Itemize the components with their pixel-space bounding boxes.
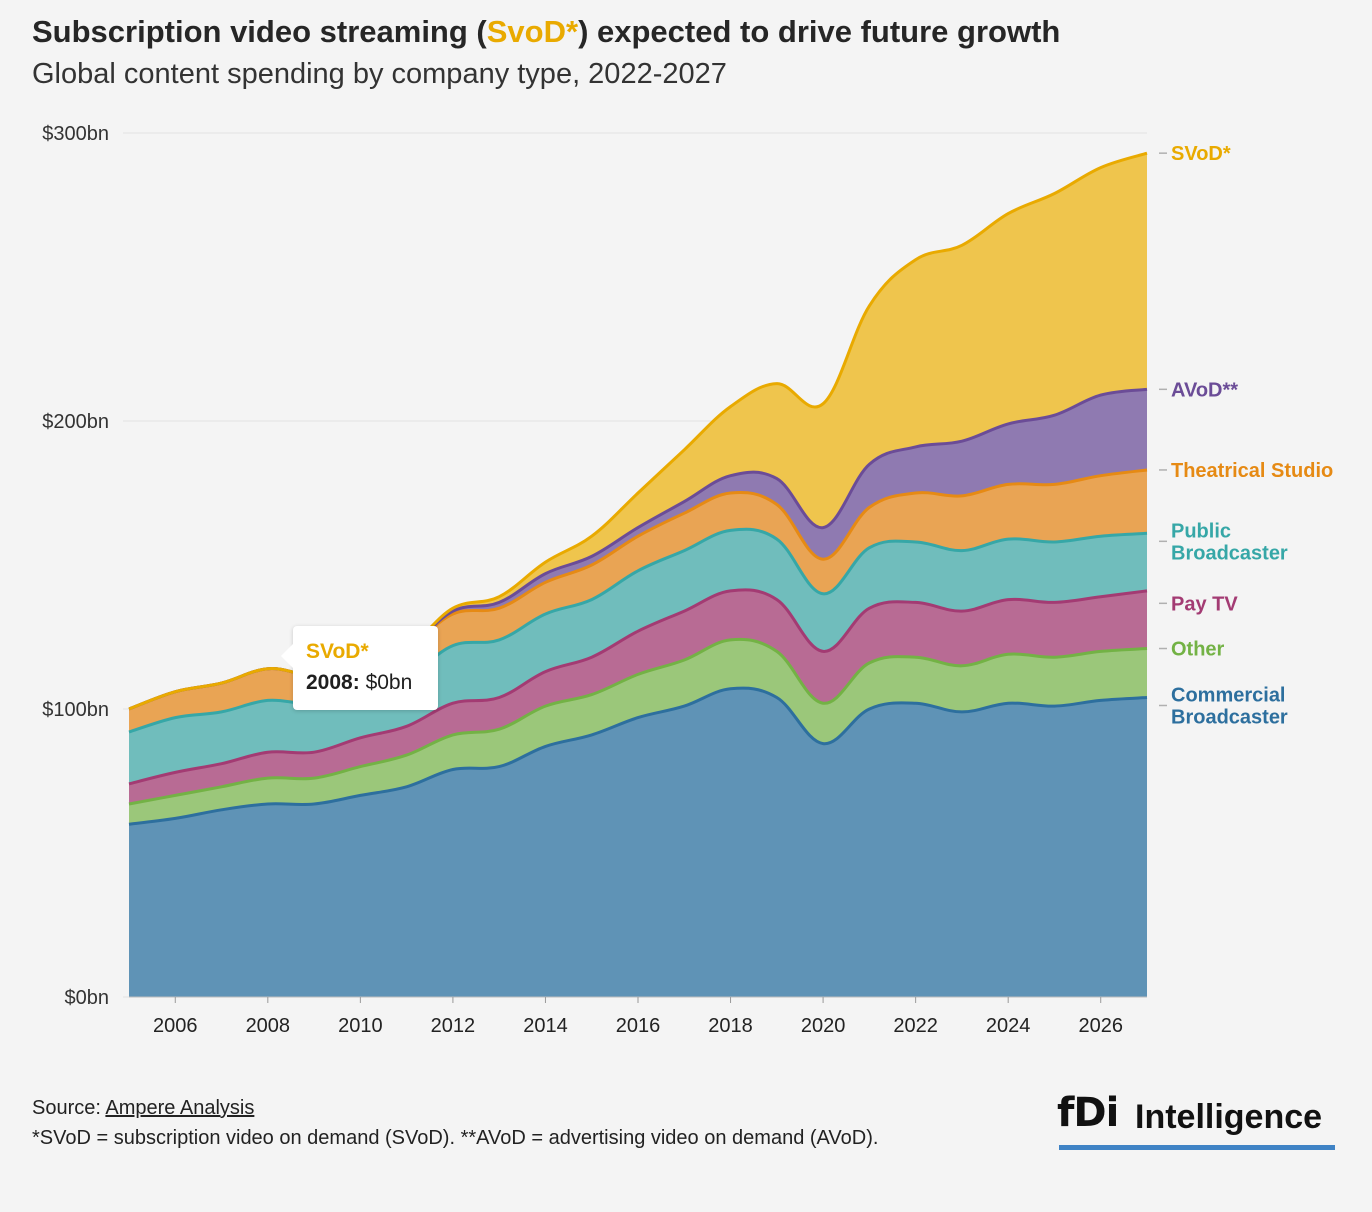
series-labels: SVoD*AVoD**Theatrical StudioPublicBroadc… — [1159, 143, 1333, 728]
x-tick-label: 2008 — [246, 1015, 291, 1037]
y-tick-label: $300bn — [42, 123, 109, 145]
area-commercial-broadcaster[interactable] — [129, 688, 1147, 997]
series-label-avod: AVoD** — [1171, 379, 1238, 401]
x-tick-label: 2006 — [153, 1015, 198, 1037]
title-highlight: SvoD* — [486, 14, 579, 49]
area-pay-tv[interactable] — [129, 589, 1147, 804]
x-tick-label: 2014 — [523, 1015, 568, 1037]
series-label-pay-tv: Pay TV — [1171, 593, 1238, 615]
series-label-theatrical-studio: Theatrical Studio — [1171, 460, 1333, 482]
axes: $0bn $100bn $200bn $300bn 2006 2008 2010 2012 20… — [42, 123, 1147, 1037]
fdi-intelligence-logo: fDi Intelligence — [1057, 1090, 1337, 1150]
x-tick-label: 2022 — [893, 1015, 938, 1037]
x-tick-label: 2026 — [1078, 1015, 1123, 1037]
logo-underline — [1059, 1145, 1335, 1150]
series-label-other: Other — [1171, 639, 1225, 661]
y-tick-label: $200bn — [42, 411, 109, 433]
title-prefix: Subscription video streaming ( — [32, 14, 487, 49]
x-tick-label: 2020 — [801, 1015, 846, 1037]
area-svod[interactable] — [129, 153, 1147, 709]
x-tick-label: 2010 — [338, 1015, 383, 1037]
chart-title: Subscription video streaming (SvoD*) exp… — [32, 14, 1060, 50]
x-tick-label: 2024 — [986, 1015, 1031, 1037]
line-commercial-broadcaster — [128, 686, 1148, 826]
x-tick-label: 2018 — [708, 1015, 753, 1037]
series-areas — [129, 153, 1147, 997]
x-tick-label: 2016 — [616, 1015, 661, 1037]
tooltip-value-row: 2008: $0bn — [306, 671, 412, 695]
tooltip-year: 2008: — [306, 671, 360, 694]
series-label-svod: SVoD* — [1171, 143, 1231, 165]
source-line: Source: Ampere Analysis — [32, 1097, 254, 1120]
title-suffix: ) expected to drive future growth — [578, 14, 1061, 49]
stacked-area-chart: $0bn $100bn $200bn $300bn 2006 2008 2010 2012 20… — [42, 123, 1333, 1037]
line-pay-tv — [128, 588, 1148, 786]
series-label-commercial-broadcaster: Commercial — [1171, 684, 1286, 706]
x-tick-label: 2012 — [431, 1015, 476, 1037]
chart-subtitle: Global content spending by company type,… — [32, 58, 727, 90]
tooltip-series-name: SVoD* — [306, 640, 369, 663]
footnote: *SVoD = subscription video on demand (SV… — [32, 1127, 879, 1149]
logo-brand: fDi — [1057, 1090, 1119, 1136]
logo-word: Intelligence — [1135, 1098, 1323, 1136]
area-other[interactable] — [129, 639, 1147, 825]
line-other — [128, 637, 1148, 806]
tooltip-value: $0bn — [365, 671, 413, 694]
series-label-commercial-broadcaster: Broadcaster — [1171, 706, 1288, 728]
series-label-public-broadcaster: Public — [1171, 520, 1231, 542]
area-avod[interactable] — [129, 389, 1147, 709]
source-link[interactable]: Ampere Analysis — [105, 1097, 255, 1119]
series-label-public-broadcaster: Broadcaster — [1171, 542, 1288, 564]
area-public-broadcaster[interactable] — [129, 529, 1147, 784]
hover-tooltip: SVoD* 2008: $0bn — [281, 626, 438, 710]
source-prefix: Source: — [32, 1097, 106, 1119]
y-tick-label: $100bn — [42, 699, 109, 721]
y-tick-label: $0bn — [65, 987, 110, 1009]
